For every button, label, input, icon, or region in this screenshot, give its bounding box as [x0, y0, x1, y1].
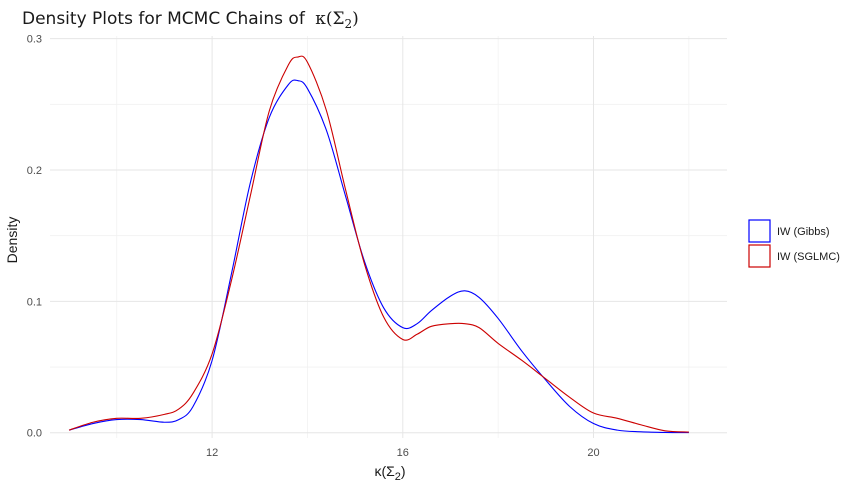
- series-line-gibbs: [68, 79, 689, 434]
- x-axis-title-math-close: ): [401, 463, 406, 479]
- x-tick-label: 20: [587, 447, 599, 459]
- chart-title-text: Density Plots for MCMC Chains of: [22, 9, 306, 29]
- legend: IW (Gibbs) IW (SGLMC): [748, 219, 840, 268]
- legend-key: [748, 219, 771, 243]
- grid-lines: [50, 36, 727, 438]
- legend-label: IW (Gibbs): [777, 226, 830, 238]
- series-line-sglmc: [68, 55, 689, 433]
- legend-key: [748, 244, 771, 268]
- y-axis-ticks: 0.0 0.1 0.2 0.3: [27, 34, 42, 440]
- x-tick-label: 12: [206, 447, 218, 459]
- y-tick-label: 0.0: [27, 428, 42, 440]
- y-tick-label: 0.3: [27, 34, 42, 46]
- y-tick-label: 0.1: [27, 296, 42, 308]
- y-axis-title: Density: [4, 217, 20, 264]
- x-tick-label: 16: [397, 447, 409, 459]
- chart-title-math-close: ): [352, 9, 359, 29]
- x-axis-title-math-sub: 2: [395, 471, 401, 483]
- series-lines: [68, 55, 689, 434]
- chart-title-math: κ(Σ: [315, 9, 344, 29]
- chart-title: Density Plots for MCMC Chains of κ(Σ2): [22, 9, 359, 31]
- x-axis-ticks: 12 16 20: [206, 447, 600, 459]
- legend-label: IW (SGLMC): [777, 251, 840, 263]
- x-axis-title: κ(Σ2): [374, 463, 405, 483]
- x-axis-title-math: κ(Σ: [374, 463, 395, 479]
- chart-title-math-sub: 2: [345, 17, 353, 31]
- y-tick-label: 0.2: [27, 165, 42, 177]
